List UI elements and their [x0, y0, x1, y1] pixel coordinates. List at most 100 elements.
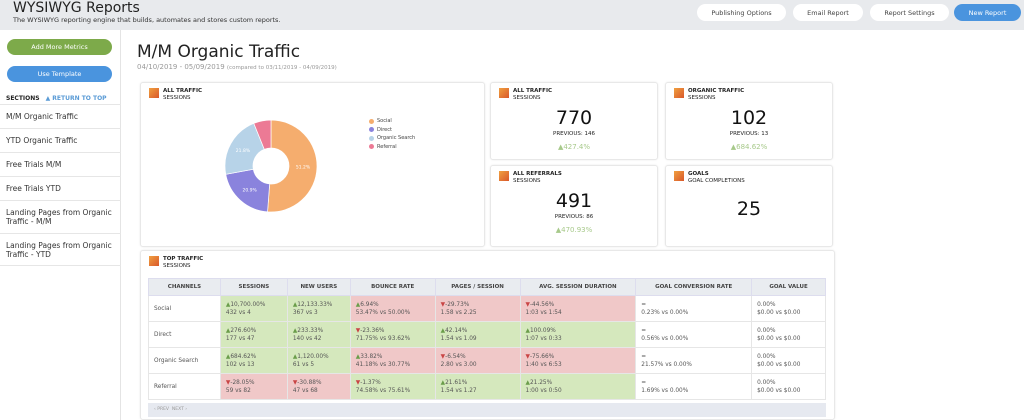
- column-header[interactable]: AVG. SESSION DURATION: [519, 278, 637, 296]
- kpi-value: 25: [736, 198, 762, 220]
- metric-cell: ▲684.62% 102 vs 13: [219, 347, 288, 374]
- legend-item[interactable]: Direct: [369, 127, 392, 133]
- use-template-button[interactable]: Use Template: [7, 66, 112, 82]
- comparison-value: $0.00 vs $0.00: [757, 361, 801, 368]
- change-value: 0.00%: [757, 353, 776, 360]
- sidebar-item[interactable]: Free Trials YTD: [0, 176, 121, 200]
- pie-slice-organic-search[interactable]: [224, 122, 265, 175]
- channel-name: Social: [148, 295, 221, 322]
- arrow-up-icon: ▲: [440, 379, 446, 386]
- app-title: WYSIWYG Reports: [13, 0, 140, 16]
- email-report-button[interactable]: Email Report: [793, 4, 863, 21]
- table-row: Referral ▼-28.05% 59 vs 82 ▼-30.88% 47 vs 68…: [148, 373, 826, 400]
- change-value: 0.00%: [757, 301, 776, 308]
- date-range-text: 04/10/2019 - 05/09/2019: [137, 63, 225, 71]
- app-header: WYSIWYG Reports The WYSIWYG reporting en…: [0, 0, 1024, 30]
- arrow-down-icon: ▼: [440, 301, 446, 308]
- metric-cell: ▲12,133.33% 367 vs 3: [286, 295, 351, 322]
- arrow-down-icon: ▼: [355, 379, 361, 386]
- arrow-down-icon: ▼: [355, 327, 361, 334]
- sidebar-item[interactable]: M/M Organic Traffic: [0, 104, 121, 128]
- kpi-value: 491: [555, 190, 593, 212]
- metric-cell: ▼-29.73% 1.58 vs 2.25: [434, 295, 521, 322]
- change-value: -44.56%: [529, 301, 555, 308]
- kpi-subtitle: SESSIONS: [513, 177, 541, 184]
- metric-cell: ▲33.82% 41.18% vs 30.77%: [349, 347, 436, 374]
- sidebar-item[interactable]: Landing Pages from Organic Traffic - M/M: [0, 200, 121, 233]
- column-header[interactable]: GOAL VALUE: [751, 278, 826, 296]
- column-header[interactable]: PAGES / SESSION: [434, 278, 521, 296]
- legend-swatch: [369, 118, 374, 124]
- legend-swatch: [369, 135, 374, 141]
- arrow-up-icon: ▲: [292, 327, 298, 334]
- legend-item[interactable]: Organic Search: [369, 135, 415, 141]
- comparison-value: 21.57% vs 0.00%: [641, 361, 692, 368]
- add-more-metrics-button[interactable]: Add More Metrics: [7, 39, 112, 55]
- channel-name: Direct: [148, 321, 221, 348]
- kpi-value: 102: [730, 107, 768, 129]
- card-title: ALL TRAFFIC: [163, 88, 203, 94]
- analytics-icon: [499, 171, 509, 181]
- column-header[interactable]: CHANNELS: [148, 278, 221, 296]
- kpi-change: ▲427.4%: [557, 143, 591, 151]
- kpi-previous: PREVIOUS: 13: [729, 131, 769, 137]
- publishing-options-button[interactable]: Publishing Options: [697, 4, 786, 21]
- metric-cell: ▼-44.56% 1:03 vs 1:54: [519, 295, 637, 322]
- channel-name: Organic Search: [148, 347, 221, 374]
- metric-cell: 0.00% $0.00 vs $0.00: [751, 373, 826, 400]
- metric-cell: 0.00% $0.00 vs $0.00: [751, 321, 826, 348]
- column-header[interactable]: BOUNCE RATE: [349, 278, 436, 296]
- card-subtitle: SESSIONS: [163, 262, 191, 269]
- legend-label: Organic Search: [377, 135, 416, 141]
- sidebar-item[interactable]: Landing Pages from Organic Traffic - YTD: [0, 233, 121, 266]
- kpi-subtitle: SESSIONS: [688, 94, 716, 101]
- legend-item[interactable]: Social: [369, 118, 392, 124]
- legend-item[interactable]: Referral: [369, 144, 397, 150]
- app-subtitle: The WYSIWYG reporting engine that builds…: [13, 16, 281, 24]
- metric-cell: ▲233.33% 140 vs 42: [286, 321, 351, 348]
- next-button[interactable]: NEXT ›: [171, 407, 188, 412]
- return-to-top-link[interactable]: ▲ RETURN TO TOP: [45, 95, 107, 102]
- column-header[interactable]: NEW USERS: [286, 278, 351, 296]
- metric-cell: ▼-30.88% 47 vs 68: [286, 373, 351, 400]
- page-title: M/M Organic Traffic: [137, 42, 301, 62]
- change-value: 684.62%: [230, 353, 257, 360]
- sidebar-item[interactable]: Free Trials M/M: [0, 152, 121, 176]
- arrow-down-icon: ▼: [292, 379, 298, 386]
- pie-card: ALL TRAFFIC SESSIONS 51.2% 20.9% 21.8% Soci…: [140, 82, 485, 247]
- change-value: 6.94%: [360, 301, 379, 308]
- metric-cell: 0.00% $0.00 vs $0.00: [751, 295, 826, 322]
- comparison-value: 59 vs 82: [225, 387, 251, 394]
- metric-cell: ▲10,700.00% 432 vs 4: [219, 295, 288, 322]
- kpi-change: ▲470.93%: [555, 226, 593, 234]
- comparison-value: 0.56% vs 0.00%: [641, 335, 689, 342]
- report-settings-button[interactable]: Report Settings: [870, 4, 949, 21]
- arrow-up-icon: ▲: [225, 327, 231, 334]
- change-value: -6.54%: [445, 353, 466, 360]
- comparison-value: $0.00 vs $0.00: [757, 335, 801, 342]
- comparison-value: $0.00 vs $0.00: [757, 387, 801, 394]
- comparison-value: 177 vs 47: [225, 335, 255, 342]
- change-value: 21.25%: [529, 379, 553, 386]
- change-value: 12,133.33%: [297, 301, 333, 308]
- arrow-up-icon: ▲: [292, 301, 298, 308]
- prev-button[interactable]: ‹ PREV: [154, 407, 169, 412]
- comparison-value: 1:40 vs 6:53: [525, 361, 562, 368]
- analytics-icon: [499, 88, 509, 98]
- comparison-value: 61 vs 5: [292, 361, 315, 368]
- metric-cell: ▲21.61% 1.54 vs 1.27: [434, 373, 521, 400]
- channel-name: Referral: [148, 373, 221, 400]
- comparison-value: 1.54 vs 1.09: [440, 335, 477, 342]
- pie-slice-referral[interactable]: [253, 119, 272, 150]
- comparison-value: 102 vs 13: [225, 361, 255, 368]
- column-header[interactable]: GOAL CONVERSION RATE: [635, 278, 753, 296]
- change-value: 1,120.00%: [297, 353, 329, 360]
- comparison-value: 1:00 vs 0:50: [525, 387, 562, 394]
- kpi-title: GOALS: [688, 171, 709, 177]
- sidebar-item[interactable]: YTD Organic Traffic: [0, 128, 121, 152]
- metric-cell: ▼-23.36% 71.75% vs 93.62%: [349, 321, 436, 348]
- column-header[interactable]: SESSIONS: [219, 278, 288, 296]
- arrow-up-icon: ▲: [440, 327, 446, 334]
- pie-slice-social[interactable]: [267, 119, 318, 213]
- new-report-button[interactable]: New Report: [954, 4, 1021, 21]
